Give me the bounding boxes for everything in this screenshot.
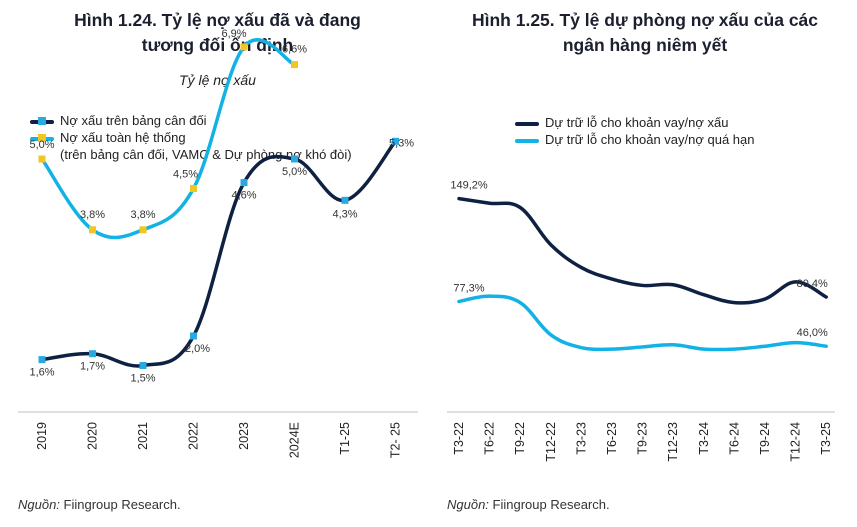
left-x-tick-label: T2- 25	[389, 422, 403, 458]
left-x-tick-label: 2023	[237, 422, 251, 450]
left-balance-data-label: 1,6%	[29, 367, 54, 379]
left-system-data-label: 5,0%	[29, 139, 54, 151]
left-x-tick-label: 2019	[35, 422, 49, 450]
right-x-tick-label: T12-24	[789, 422, 803, 462]
left-balance-data-label: 1,7%	[80, 361, 105, 373]
left-balance-data-label: 5,0%	[282, 166, 307, 178]
right-title-line2: ngân hàng niêm yết	[562, 35, 728, 55]
right-x-tick-label: T9-22	[513, 422, 527, 455]
left-x-tick-label: T1-25	[338, 422, 352, 455]
left-balance-data-label: 4,6%	[231, 190, 256, 202]
left-series-balance-point	[341, 196, 349, 204]
left-title-line1: Hình 1.24. Tỷ lệ nợ xấu đã và đang	[74, 10, 361, 30]
left-series-balance-point	[139, 362, 147, 369]
left-series-balance-point	[392, 137, 399, 145]
right-data-label: 77,3%	[453, 282, 484, 294]
right-data-label: 80,4%	[797, 278, 828, 290]
left-x-tick-label: 2021	[136, 422, 150, 450]
left-system-data-label: 3,8%	[130, 209, 155, 221]
left-series-balance-point	[291, 155, 298, 163]
right-legend: Dự trữ lỗ cho khoản vay/nợ xấu Dự trữ lỗ…	[515, 114, 845, 148]
right-x-tick-label: T6-23	[605, 422, 619, 455]
right-x-tick-label: T6-22	[483, 422, 497, 455]
right-chart-title: Hình 1.25. Tỷ lệ dự phòng nợ xấu của các…	[440, 8, 850, 58]
right-legend-item-2: Dự trữ lỗ cho khoản vay/nợ quá hạn	[515, 131, 845, 148]
left-legend-label-2: Nợ xấu toàn hệ thống	[60, 130, 186, 145]
left-balance-data-label: 5,3%	[389, 137, 414, 149]
right-x-tick-label: T3-24	[697, 422, 711, 455]
left-system-data-label: 6,9%	[221, 28, 246, 40]
left-legend-label-1: Nợ xấu trên bảng cân đối	[60, 113, 207, 128]
left-series-system-point	[89, 226, 96, 234]
right-series-overdue-coverage-line	[457, 294, 828, 352]
right-title-line1: Hình 1.25. Tỷ lệ dự phòng nợ xấu của các	[471, 10, 819, 30]
right-x-tick-label: T12-22	[544, 422, 558, 462]
legend-cyan-line-swatch	[515, 139, 539, 143]
right-legend-label-1: Dự trữ lỗ cho khoản vay/nợ xấu	[545, 115, 729, 130]
right-series-npl-coverage-line	[457, 196, 828, 305]
left-source-text: Fiingroup Research.	[59, 497, 181, 512]
left-series-system-point	[240, 43, 248, 51]
left-balance-data-label: 2,0%	[185, 343, 210, 355]
left-system-data-label: 4,5%	[173, 169, 198, 181]
right-data-label: 46,0%	[797, 327, 828, 339]
left-legend-item-2: Nợ xấu toàn hệ thống	[30, 129, 410, 146]
left-series-system-line	[40, 38, 297, 240]
right-data-label: 149,2%	[450, 180, 488, 192]
left-x-tick-label: 2020	[86, 422, 100, 450]
left-series-system-point	[139, 226, 147, 234]
right-legend-item-1: Dự trữ lỗ cho khoản vay/nợ xấu	[515, 114, 845, 131]
right-x-tick-label: T3-25	[819, 422, 833, 455]
left-source-label: Nguồn:	[18, 497, 60, 512]
left-series-balance-point	[240, 179, 248, 187]
left-series-system-point	[291, 61, 298, 69]
right-legend-label-2: Dự trữ lỗ cho khoản vay/nợ quá hạn	[545, 132, 755, 147]
left-series-balance-line	[40, 139, 398, 368]
legend-yellow-square-icon	[38, 134, 46, 142]
left-series-system-point	[38, 155, 46, 163]
left-source: Nguồn: Fiingroup Research.	[18, 497, 181, 512]
right-x-tick-label: T3-23	[574, 422, 588, 455]
right-x-tick-label: T3-22	[452, 422, 466, 455]
left-chart-subtitle: Tỷ lệ nợ xấu	[179, 72, 256, 88]
left-system-data-label: 6,6%	[282, 44, 307, 56]
right-x-tick-label: T12-23	[666, 422, 680, 462]
left-x-tick-label: 2024E	[288, 422, 302, 458]
left-system-data-label: 3,8%	[80, 209, 105, 221]
left-balance-data-label: 1,5%	[130, 373, 155, 385]
right-source-text: Fiingroup Research.	[488, 497, 610, 512]
right-x-tick-label: T6-24	[727, 422, 741, 455]
right-x-tick-label: T9-23	[636, 422, 650, 455]
right-source-label: Nguồn:	[447, 497, 489, 512]
legend-blue-square-icon	[38, 117, 46, 125]
left-series-balance-point	[38, 356, 46, 364]
right-source: Nguồn: Fiingroup Research.	[447, 497, 610, 512]
left-legend-item-1: Nợ xấu trên bảng cân đối	[30, 112, 410, 129]
left-series-balance-point	[89, 350, 96, 358]
left-x-tick-label: 2022	[187, 422, 201, 450]
left-series-system-point	[190, 185, 197, 192]
left-balance-data-label: 4,3%	[332, 208, 357, 220]
left-series-balance-point	[190, 332, 197, 340]
right-x-tick-label: T9-24	[758, 422, 772, 455]
legend-navy-line-swatch	[515, 122, 539, 126]
